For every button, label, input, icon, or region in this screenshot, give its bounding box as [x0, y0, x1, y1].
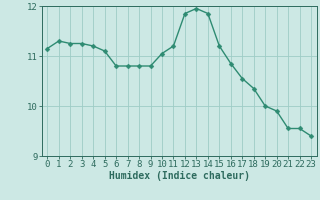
X-axis label: Humidex (Indice chaleur): Humidex (Indice chaleur) — [109, 171, 250, 181]
